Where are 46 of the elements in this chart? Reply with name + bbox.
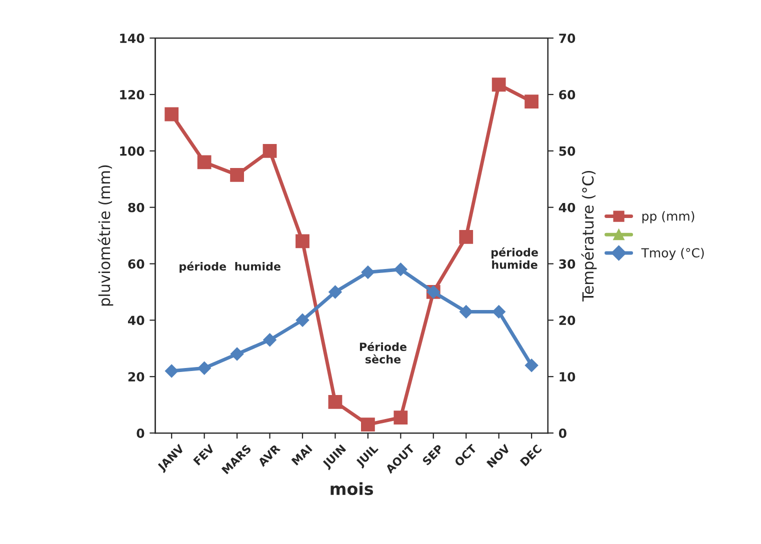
y2-tick-label: 30 xyxy=(559,259,576,269)
point xyxy=(524,94,539,108)
y2-tick-label: 0 xyxy=(558,428,566,438)
point xyxy=(197,155,212,170)
point xyxy=(328,285,342,299)
y-tick-label: 100 xyxy=(120,146,144,156)
point xyxy=(262,144,277,158)
point xyxy=(361,266,375,279)
y2-tick-label: 10 xyxy=(560,372,576,382)
point xyxy=(164,107,179,122)
point xyxy=(296,314,310,327)
y-tick-label: 0 xyxy=(136,428,144,438)
y-axis-title: pluviométrie (mm) xyxy=(98,165,114,306)
y-tick-label: 140 xyxy=(120,34,144,44)
legend-label: Tmoy (°C) xyxy=(641,248,704,260)
point xyxy=(394,262,408,276)
y-tick-label: 60 xyxy=(128,259,144,269)
annotation: période humide xyxy=(180,262,280,273)
point xyxy=(230,168,244,182)
point xyxy=(328,395,342,409)
y-tick-label: 40 xyxy=(128,316,144,326)
x-axis-title: mois xyxy=(330,482,374,496)
point xyxy=(492,78,506,92)
point xyxy=(459,230,474,244)
y2-tick-label: 20 xyxy=(559,316,576,326)
point xyxy=(492,305,506,318)
point xyxy=(361,418,375,432)
y-tick-label: 20 xyxy=(128,372,144,382)
y2-tick-label: 50 xyxy=(559,146,576,156)
point xyxy=(296,234,310,248)
annotation: Période sèche xyxy=(360,342,407,364)
point xyxy=(394,410,408,424)
point xyxy=(524,358,538,372)
point xyxy=(165,364,178,378)
y2-tick-label: 40 xyxy=(558,202,576,212)
y-tick-label: 80 xyxy=(128,202,144,212)
point xyxy=(198,362,211,375)
annotation: période humide xyxy=(492,247,538,269)
y2-axis-title: Température (°C) xyxy=(581,170,597,302)
point xyxy=(263,333,276,347)
y2-tick-label: 60 xyxy=(559,90,576,100)
legend-label: pp (mm) xyxy=(642,211,694,224)
y-tick-label: 120 xyxy=(120,90,144,100)
point xyxy=(230,347,244,361)
point xyxy=(460,305,473,318)
y2-tick-label: 70 xyxy=(559,34,576,44)
